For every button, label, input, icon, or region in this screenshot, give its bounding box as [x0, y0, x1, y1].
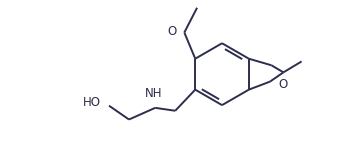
Text: HO: HO — [83, 96, 101, 109]
Text: NH: NH — [145, 87, 162, 100]
Text: O: O — [168, 24, 177, 38]
Text: O: O — [278, 78, 287, 91]
